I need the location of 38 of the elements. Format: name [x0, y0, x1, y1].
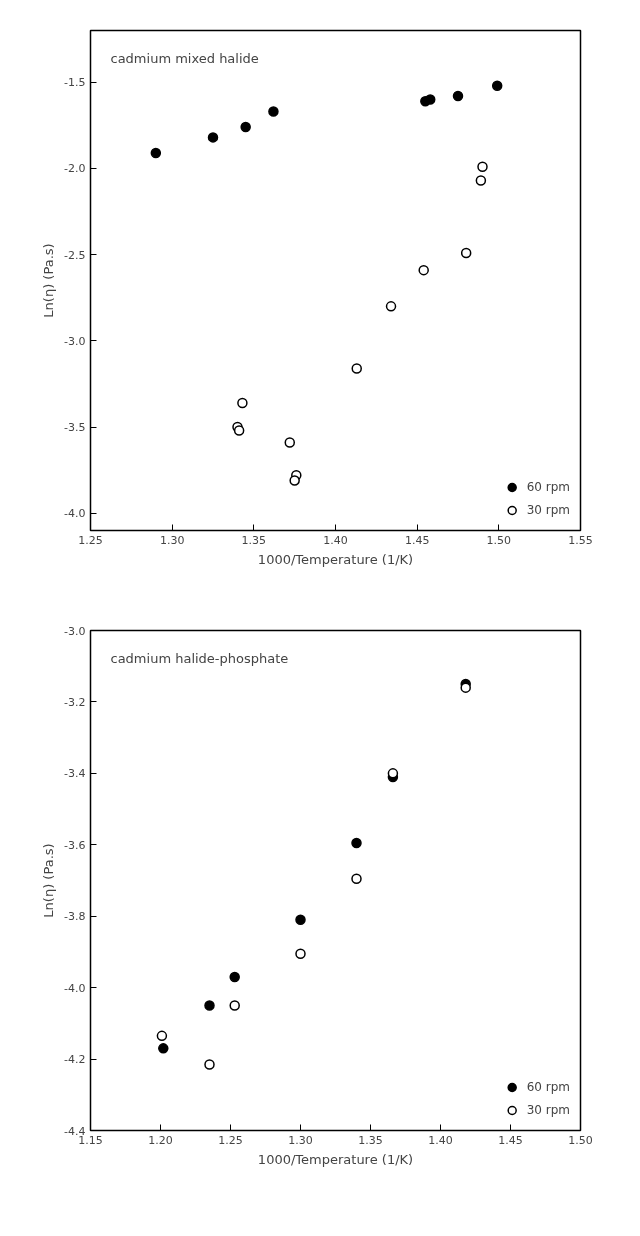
x-tick-label: 1.30 — [159, 533, 185, 547]
x-axis-title: 1000/Temperature (1/K) — [257, 1151, 414, 1167]
y-tick-label: -3.0 — [64, 624, 86, 638]
x-tick-label: 1.30 — [288, 1133, 313, 1147]
x-axis-title: 1000/Temperature (1/K) — [257, 551, 414, 567]
x-tick-label: 1.20 — [148, 1133, 173, 1147]
y-tick-label: -3.0 — [64, 334, 86, 348]
y-tick-label: -1.5 — [64, 76, 86, 90]
y-tick-label: -4.2 — [64, 1053, 86, 1067]
y-axis-title: Ln(η) (Pa.s) — [41, 843, 57, 918]
annotation: cadmium mixed halide — [110, 50, 259, 66]
y-tick-label: -3.8 — [64, 910, 86, 924]
y-tick-label: -3.6 — [64, 838, 86, 852]
x-tick-label: 1.25 — [78, 533, 103, 547]
legend-label: 30 rpm — [526, 503, 570, 517]
legend-label: 60 rpm — [526, 1080, 570, 1094]
y-tick-label: -2.5 — [64, 248, 86, 262]
x-tick-label: 1.50 — [568, 1133, 593, 1147]
x-tick-label: 1.45 — [498, 1133, 523, 1147]
y-tick-label: -4.0 — [64, 981, 86, 995]
x-tick-label: 1.55 — [568, 533, 593, 547]
x-tick-label: 1.35 — [241, 533, 267, 547]
annotation: cadmium halide-phosphate — [110, 650, 289, 666]
y-axis-title: Ln(η) (Pa.s) — [41, 243, 57, 318]
x-tick-label: 1.40 — [428, 1133, 453, 1147]
x-tick-label: 1.15 — [78, 1133, 103, 1147]
y-tick-label: -3.2 — [64, 695, 86, 709]
x-tick-label: 1.45 — [404, 533, 430, 547]
x-tick-label: 1.25 — [218, 1133, 243, 1147]
y-tick-label: -3.4 — [64, 767, 86, 781]
x-tick-label: 1.35 — [358, 1133, 383, 1147]
y-tick-label: -4.0 — [64, 507, 86, 521]
legend-label: 60 rpm — [526, 480, 570, 494]
x-tick-label: 1.50 — [486, 533, 512, 547]
legend-label: 30 rpm — [526, 1103, 570, 1117]
y-tick-label: -2.0 — [64, 162, 86, 176]
x-tick-label: 1.40 — [323, 533, 348, 547]
y-tick-label: -3.5 — [64, 421, 86, 435]
